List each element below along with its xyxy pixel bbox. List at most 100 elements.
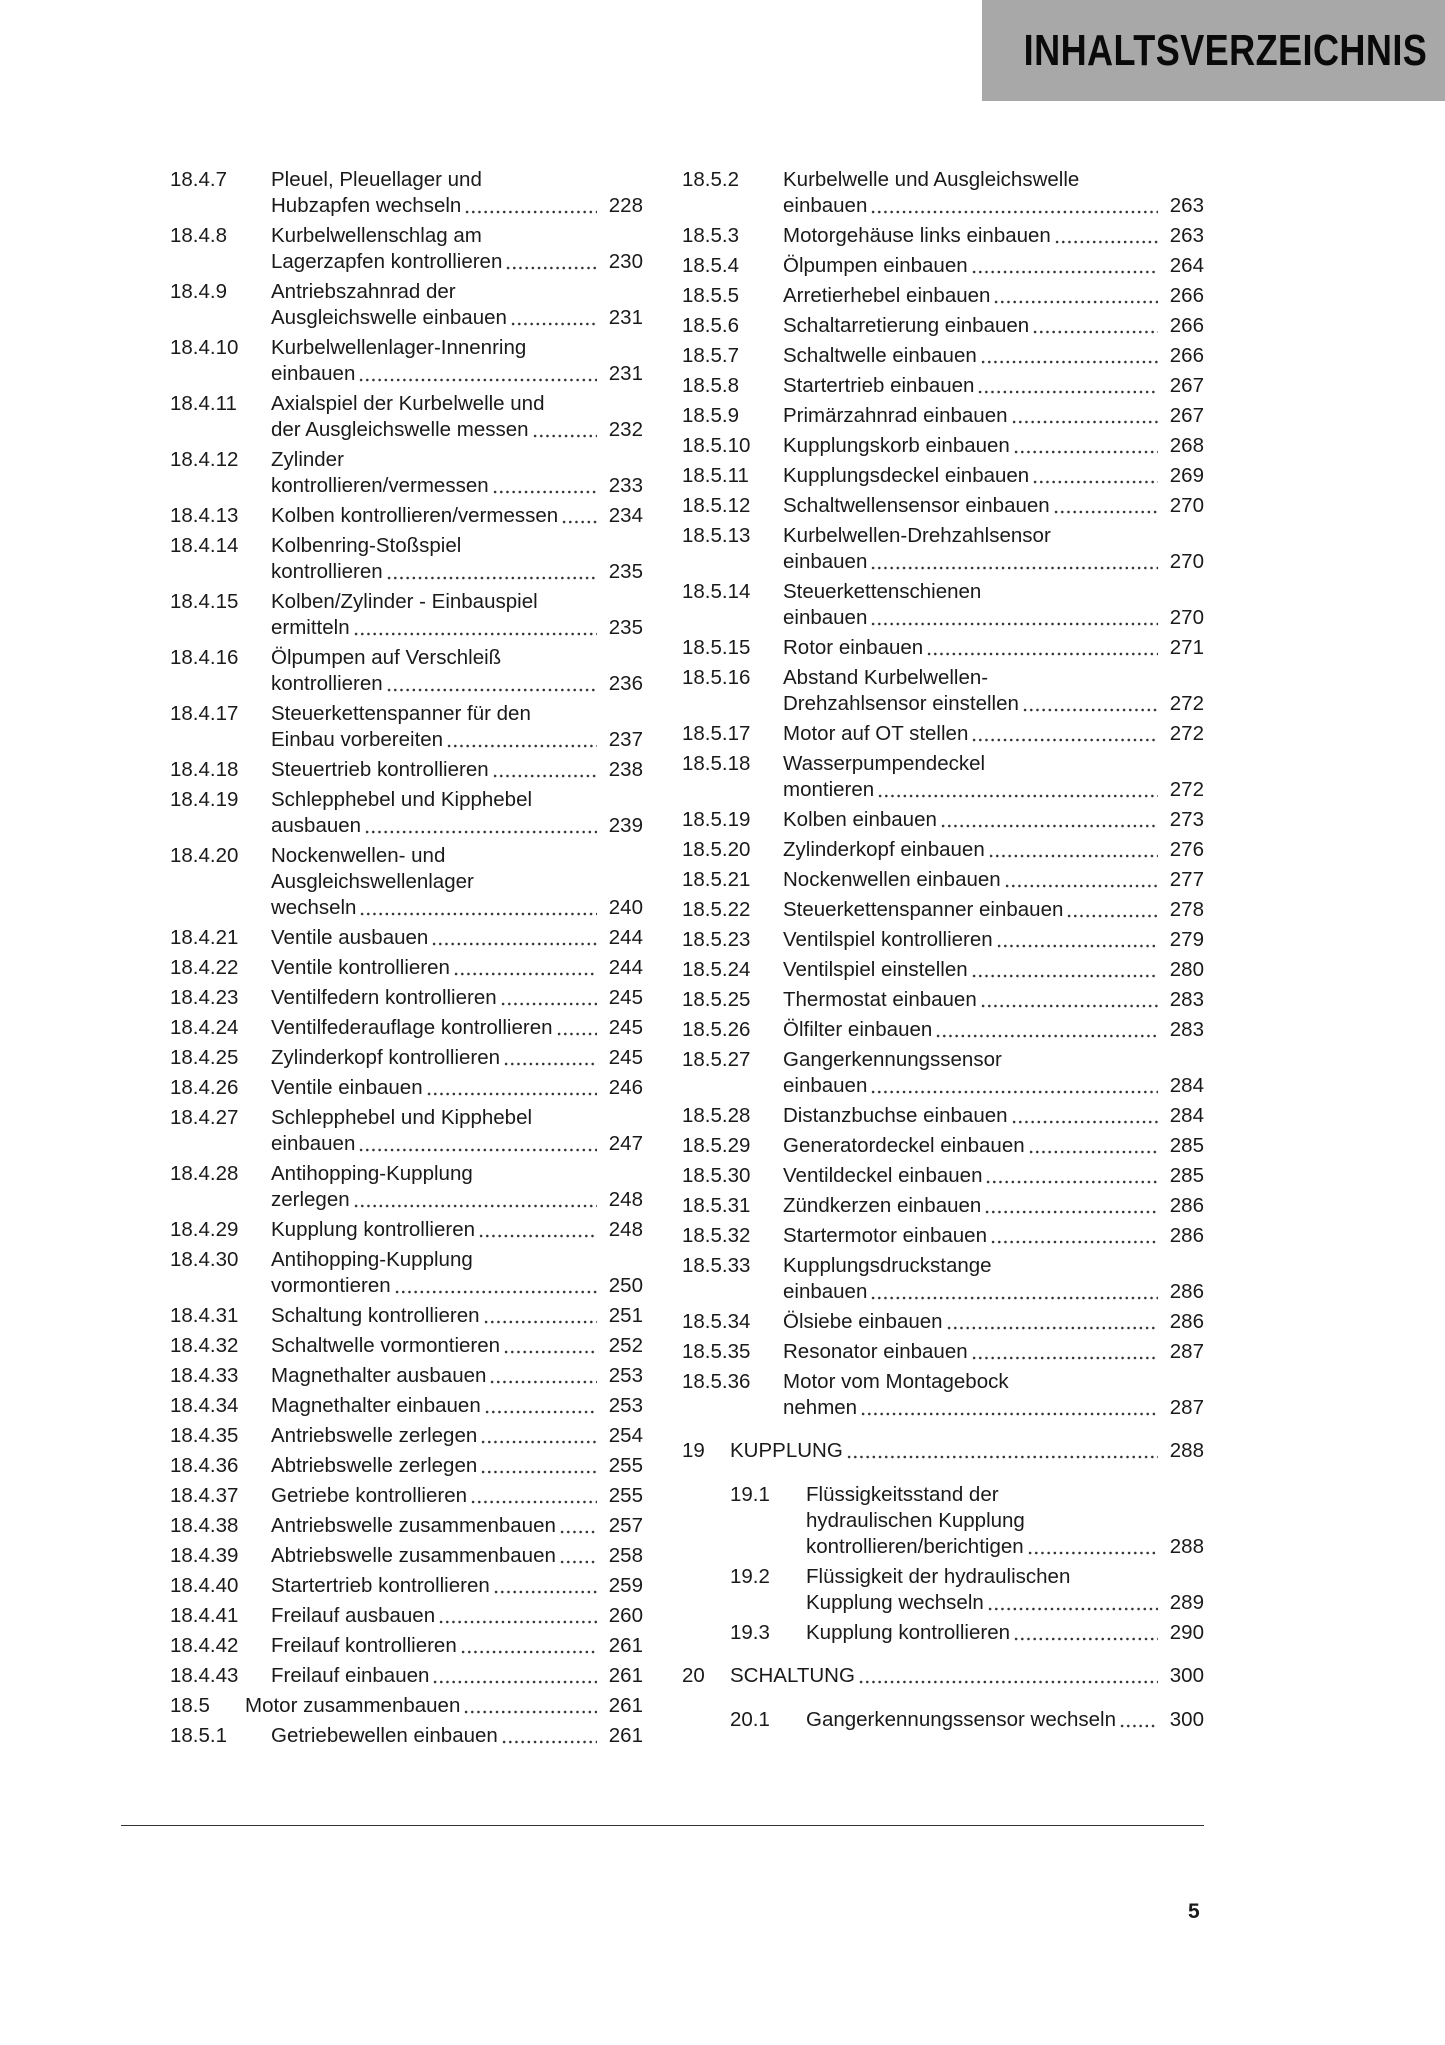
toc-entry[interactable]: 18.5.12 Schaltwellensensor einbauen 270 xyxy=(682,493,1204,519)
entry-page-number[interactable]: 269 xyxy=(1169,464,1204,487)
toc-entry[interactable]: 18.5.24 Ventilspiel einstellen 280 xyxy=(682,957,1204,983)
toc-entry[interactable]: 18.5.23 Ventilspiel kontrollieren 279 xyxy=(682,927,1204,953)
entry-page-number[interactable]: 284 xyxy=(1169,1104,1204,1127)
toc-entry[interactable]: 18.4.23 Ventilfedern kontrollieren 245 xyxy=(170,985,643,1011)
entry-page-number[interactable]: 268 xyxy=(1169,434,1204,457)
toc-entry[interactable]: 18.5.34 Ölsiebe einbauen 286 xyxy=(682,1309,1204,1335)
toc-entry[interactable]: 18.4.29 Kupplung kontrollieren 248 xyxy=(170,1217,643,1243)
toc-entry[interactable]: 18.4.11 Axialspiel der Kurbelwelle und der… xyxy=(170,391,643,443)
entry-page-number[interactable]: 235 xyxy=(608,560,643,583)
toc-entry[interactable]: 18.4.43 Freilauf einbauen 261 xyxy=(170,1663,643,1689)
entry-page-number[interactable]: 247 xyxy=(608,1132,643,1155)
toc-entry[interactable]: 18.5.30 Ventildeckel einbauen 285 xyxy=(682,1163,1204,1189)
toc-entry[interactable]: 18.4.21 Ventile ausbauen 244 xyxy=(170,925,643,951)
entry-page-number[interactable]: 263 xyxy=(1169,194,1204,217)
entry-page-number[interactable]: 232 xyxy=(608,418,643,441)
toc-entry[interactable]: 19.1 Flüssigkeitsstand der hydraulischen K… xyxy=(730,1482,1204,1560)
entry-page-number[interactable]: 237 xyxy=(608,728,643,751)
entry-page-number[interactable]: 277 xyxy=(1169,868,1204,891)
entry-page-number[interactable]: 259 xyxy=(608,1574,643,1597)
entry-page-number[interactable]: 250 xyxy=(608,1274,643,1297)
toc-entry[interactable]: 18.4.28 Antihopping-Kupplung zerlegen 248 xyxy=(170,1161,643,1213)
toc-entry[interactable]: 18.5.14 Steuerkettenschienen einbauen 270 xyxy=(682,579,1204,631)
entry-page-number[interactable]: 300 xyxy=(1169,1708,1204,1731)
entry-page-number[interactable]: 261 xyxy=(608,1634,643,1657)
toc-entry[interactable]: 18.4.20 Nockenwellen- und Ausgleichswellen… xyxy=(170,843,643,921)
entry-page-number[interactable]: 246 xyxy=(608,1076,643,1099)
toc-entry[interactable]: 18.4.10 Kurbelwellenlager-Innenring einbau… xyxy=(170,335,643,387)
toc-entry[interactable]: 18.4.8 Kurbelwellenschlag am Lagerzapfen k… xyxy=(170,223,643,275)
entry-page-number[interactable]: 288 xyxy=(1169,1535,1204,1558)
toc-entry[interactable]: 18.5.9 Primärzahnrad einbauen 267 xyxy=(682,403,1204,429)
entry-page-number[interactable]: 236 xyxy=(608,672,643,695)
entry-page-number[interactable]: 257 xyxy=(608,1514,643,1537)
entry-page-number[interactable]: 283 xyxy=(1169,1018,1204,1041)
toc-entry[interactable]: 19.2 Flüssigkeit der hydraulischen Kupplun… xyxy=(730,1564,1204,1616)
toc-entry[interactable]: 18.5 Motor zusammenbauen 261 xyxy=(170,1693,643,1719)
toc-entry[interactable]: 18.4.41 Freilauf ausbauen 260 xyxy=(170,1603,643,1629)
entry-page-number[interactable]: 255 xyxy=(608,1484,643,1507)
toc-entry[interactable]: 18.5.21 Nockenwellen einbauen 277 xyxy=(682,867,1204,893)
toc-entry[interactable]: 18.5.36 Motor vom Montagebock nehmen 287 xyxy=(682,1369,1204,1421)
entry-page-number[interactable]: 289 xyxy=(1169,1591,1204,1614)
toc-entry[interactable]: 18.4.7 Pleuel, Pleuellager und Hubzapfen w… xyxy=(170,167,643,219)
entry-page-number[interactable]: 244 xyxy=(608,926,643,949)
toc-entry[interactable]: 18.5.8 Startertrieb einbauen 267 xyxy=(682,373,1204,399)
entry-page-number[interactable]: 270 xyxy=(1169,606,1204,629)
toc-entry[interactable]: 18.4.19 Schlepphebel und Kipphebel ausbaue… xyxy=(170,787,643,839)
entry-page-number[interactable]: 286 xyxy=(1169,1310,1204,1333)
toc-entry[interactable]: 18.5.22 Steuerkettenspanner einbauen 278 xyxy=(682,897,1204,923)
toc-entry[interactable]: 18.4.32 Schaltwelle vormontieren 252 xyxy=(170,1333,643,1359)
entry-page-number[interactable]: 245 xyxy=(608,986,643,1009)
entry-page-number[interactable]: 248 xyxy=(608,1218,643,1241)
entry-page-number[interactable]: 272 xyxy=(1169,722,1204,745)
toc-entry[interactable]: 18.5.18 Wasserpumpendeckel montieren 272 xyxy=(682,751,1204,803)
entry-page-number[interactable]: 284 xyxy=(1169,1074,1204,1097)
entry-page-number[interactable]: 258 xyxy=(608,1544,643,1567)
entry-page-number[interactable]: 267 xyxy=(1169,374,1204,397)
entry-page-number[interactable]: 230 xyxy=(608,250,643,273)
toc-entry[interactable]: 18.5.33 Kupplungsdruckstange einbauen 286 xyxy=(682,1253,1204,1305)
toc-entry[interactable]: 18.5.4 Ölpumpen einbauen 264 xyxy=(682,253,1204,279)
toc-entry[interactable]: 18.5.16 Abstand Kurbelwellen- Drehzahlsens… xyxy=(682,665,1204,717)
toc-entry[interactable]: 18.4.16 Ölpumpen auf Verschleiß kontrollie… xyxy=(170,645,643,697)
entry-page-number[interactable]: 238 xyxy=(608,758,643,781)
entry-page-number[interactable]: 287 xyxy=(1169,1340,1204,1363)
toc-entry[interactable]: 18.5.5 Arretierhebel einbauen 266 xyxy=(682,283,1204,309)
toc-entry[interactable]: 18.5.19 Kolben einbauen 273 xyxy=(682,807,1204,833)
entry-page-number[interactable]: 286 xyxy=(1169,1194,1204,1217)
entry-page-number[interactable]: 253 xyxy=(608,1394,643,1417)
entry-page-number[interactable]: 300 xyxy=(1169,1664,1204,1687)
toc-entry[interactable]: 18.4.26 Ventile einbauen 246 xyxy=(170,1075,643,1101)
toc-entry[interactable]: 18.4.42 Freilauf kontrollieren 261 xyxy=(170,1633,643,1659)
toc-chapter-entry[interactable]: 20 SCHALTUNG 300 xyxy=(682,1663,1204,1689)
toc-entry[interactable]: 18.5.32 Startermotor einbauen 286 xyxy=(682,1223,1204,1249)
entry-page-number[interactable]: 228 xyxy=(608,194,643,217)
entry-page-number[interactable]: 280 xyxy=(1169,958,1204,981)
entry-page-number[interactable]: 231 xyxy=(608,362,643,385)
entry-page-number[interactable]: 233 xyxy=(608,474,643,497)
toc-entry[interactable]: 18.5.31 Zündkerzen einbauen 286 xyxy=(682,1193,1204,1219)
entry-page-number[interactable]: 285 xyxy=(1169,1164,1204,1187)
toc-entry[interactable]: 18.4.9 Antriebszahnrad der Ausgleichswelle… xyxy=(170,279,643,331)
toc-entry[interactable]: 18.5.26 Ölfilter einbauen 283 xyxy=(682,1017,1204,1043)
entry-page-number[interactable]: 239 xyxy=(608,814,643,837)
toc-entry[interactable]: 18.5.13 Kurbelwellen-Drehzahlsensor einbau… xyxy=(682,523,1204,575)
toc-entry[interactable]: 18.4.30 Antihopping-Kupplung vormontieren 2… xyxy=(170,1247,643,1299)
toc-entry[interactable]: 18.5.7 Schaltwelle einbauen 266 xyxy=(682,343,1204,369)
entry-page-number[interactable]: 252 xyxy=(608,1334,643,1357)
entry-page-number[interactable]: 273 xyxy=(1169,808,1204,831)
toc-entry[interactable]: 20.1 Gangerkennungssensor wechseln 300 xyxy=(730,1707,1204,1733)
entry-page-number[interactable]: 261 xyxy=(608,1694,643,1717)
toc-entry[interactable]: 18.4.14 Kolbenring-Stoßspiel kontrollieren… xyxy=(170,533,643,585)
toc-entry[interactable]: 18.5.15 Rotor einbauen 271 xyxy=(682,635,1204,661)
toc-entry[interactable]: 18.5.17 Motor auf OT stellen 272 xyxy=(682,721,1204,747)
entry-page-number[interactable]: 278 xyxy=(1169,898,1204,921)
toc-entry[interactable]: 18.5.25 Thermostat einbauen 283 xyxy=(682,987,1204,1013)
toc-entry[interactable]: 18.4.24 Ventilfederauflage kontrollieren 2… xyxy=(170,1015,643,1041)
toc-entry[interactable]: 18.4.36 Abtriebswelle zerlegen 255 xyxy=(170,1453,643,1479)
entry-page-number[interactable]: 287 xyxy=(1169,1396,1204,1419)
entry-page-number[interactable]: 263 xyxy=(1169,224,1204,247)
entry-page-number[interactable]: 248 xyxy=(608,1188,643,1211)
entry-page-number[interactable]: 272 xyxy=(1169,778,1204,801)
